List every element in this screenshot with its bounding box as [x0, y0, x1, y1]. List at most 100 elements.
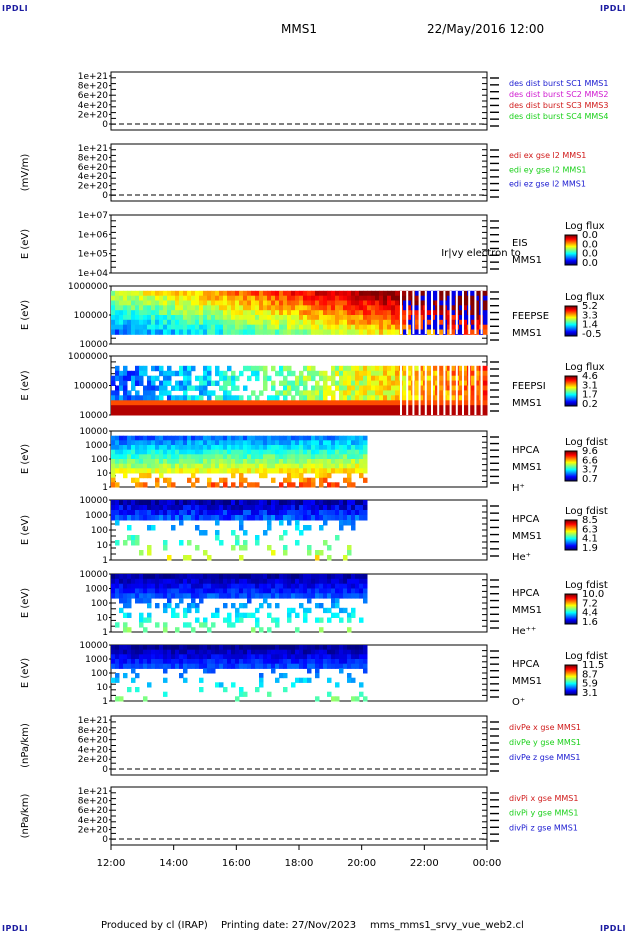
colorbar-segment: [565, 542, 577, 544]
heatmap-cell: [211, 583, 216, 589]
heatmap-cell: [335, 583, 340, 589]
heatmap-cell: [323, 659, 328, 665]
heatmap-cell: [219, 449, 224, 455]
colorbar-segment: [565, 469, 577, 471]
heatmap-cell: [291, 440, 296, 446]
heatmap-cell: [287, 300, 292, 306]
heatmap-cell: [179, 315, 184, 321]
heatmap-cell: [279, 500, 284, 506]
heatmap-cell: [183, 395, 188, 401]
heatmap-cell: [151, 505, 156, 511]
heatmap-cell: [183, 500, 188, 506]
heatmap-cell: [203, 385, 208, 391]
heatmap-cell: [387, 400, 392, 406]
heatmap-cell: [335, 435, 340, 441]
heatmap-cell: [395, 390, 400, 396]
heatmap-cell: [143, 500, 148, 506]
panel-p5: [109, 355, 578, 416]
colorbar-segment: [565, 595, 577, 597]
heatmap-cell: [319, 410, 324, 416]
heatmap-cell: [395, 385, 400, 391]
heatmap-cell: [279, 449, 284, 455]
heatmap-cell: [151, 454, 156, 460]
heatmap-cell: [155, 410, 160, 416]
heatmap-cell: [143, 654, 148, 660]
heatmap-cell: [319, 463, 324, 469]
colorbar-tick-label: 7.2: [582, 598, 598, 609]
heatmap-cell: [143, 459, 148, 465]
heatmap-cell: [159, 435, 164, 441]
heatmap-cell: [331, 410, 336, 416]
heatmap-cell: [355, 510, 360, 516]
heatmap-cell: [315, 370, 320, 377]
heatmap-cell: [111, 663, 116, 669]
heatmap-cell: [319, 440, 324, 446]
heatmap-cell: [259, 654, 264, 660]
heatmap-cell: [351, 315, 356, 321]
colorbar-segment: [565, 392, 577, 394]
heatmap-cell: [119, 440, 124, 446]
heatmap-cell: [275, 515, 280, 521]
heatmap-cell: [451, 290, 456, 297]
heatmap-cell: [287, 463, 292, 469]
heatmap-cell: [283, 649, 288, 655]
heatmap-cell: [139, 295, 144, 301]
heatmap-cell: [115, 482, 120, 488]
heatmap-cell: [323, 520, 328, 526]
heatmap-cell: [123, 515, 128, 521]
heatmap-cell: [287, 477, 292, 483]
heatmap-cell: [123, 598, 128, 604]
heatmap-cell: [407, 329, 412, 335]
heatmap-cell: [259, 449, 264, 455]
heatmap-cell: [207, 365, 212, 372]
heatmap-cell: [111, 400, 116, 406]
heatmap-cell: [315, 305, 320, 311]
heatmap-cell: [143, 324, 148, 330]
heatmap-cell: [379, 400, 384, 406]
heatmap-cell: [147, 305, 152, 311]
heatmap-cell: [171, 654, 176, 660]
heatmap-cell: [303, 463, 308, 469]
heatmap-cell: [363, 454, 368, 460]
heatmap-cell: [311, 645, 316, 651]
heatmap-cell: [339, 617, 344, 623]
heatmap-cell: [427, 390, 432, 396]
heatmap-cell: [227, 329, 232, 335]
heatmap-cell: [291, 454, 296, 460]
heatmap-cell: [131, 505, 136, 511]
heatmap-cell: [235, 329, 240, 335]
heatmap-cell: [427, 295, 432, 301]
heatmap-cell: [323, 295, 328, 301]
heatmap-cell: [167, 380, 172, 386]
heatmap-cell: [159, 500, 164, 506]
heatmap-cell: [231, 315, 236, 321]
colorbar-segment: [565, 676, 577, 678]
heatmap-cell: [239, 435, 244, 441]
heatmap-cell: [287, 445, 292, 451]
heatmap-cell: [379, 324, 384, 330]
colorbar-segment: [565, 390, 577, 392]
heatmap-cell: [359, 468, 364, 474]
heatmap-cell: [295, 468, 300, 474]
heatmap-cell: [211, 505, 216, 511]
colorbar-segment: [565, 540, 577, 542]
heatmap-cell: [167, 315, 172, 321]
heatmap-cell: [247, 463, 252, 469]
heatmap-cell: [343, 649, 348, 655]
colorbar-segment: [565, 526, 577, 528]
heatmap-cell: [223, 617, 228, 623]
heatmap-cell: [279, 380, 284, 386]
heatmap-cell: [267, 463, 272, 469]
heatmap-cell: [343, 578, 348, 585]
heatmap-cell: [311, 515, 316, 521]
heatmap-cell: [179, 305, 184, 311]
heatmap-cell: [231, 593, 236, 599]
heatmap-cell: [263, 449, 268, 455]
heatmap-cell: [263, 654, 268, 660]
heatmap-cell: [179, 405, 184, 411]
heatmap-cell: [287, 607, 292, 614]
heatmap-cell: [291, 459, 296, 465]
heatmap-cell: [223, 405, 228, 411]
heatmap-cell: [139, 473, 144, 479]
heatmap-cell: [323, 454, 328, 460]
